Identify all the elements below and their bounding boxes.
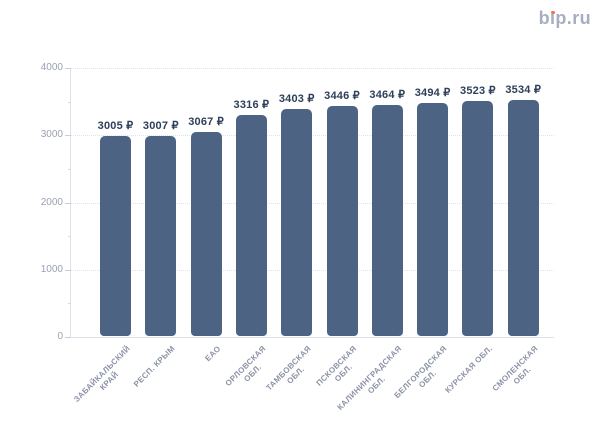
- bar[interactable]: [190, 131, 222, 336]
- x-axis-label: СМОЛЕНСКАЯ ОБЛ.: [491, 344, 548, 401]
- y-axis-tick-label: 2000: [40, 196, 63, 208]
- logo-dot-icon: [551, 10, 555, 14]
- y-axis-minor-tick: [68, 101, 71, 103]
- bar[interactable]: [417, 103, 449, 336]
- y-axis-minor-tick: [68, 168, 71, 170]
- bar[interactable]: [281, 109, 313, 336]
- x-axis-label-line: РЕСП. КРЫМ: [132, 344, 178, 389]
- x-axis-label-line: ЕАО: [203, 344, 223, 364]
- y-axis-tick: [65, 269, 71, 271]
- bar[interactable]: [326, 106, 358, 336]
- logo-text-rest: ıp.ru: [550, 8, 591, 28]
- y-axis-tick-label: 0: [57, 331, 63, 342]
- y-axis-tick: [65, 202, 71, 204]
- site-logo[interactable]: b ıp.ru: [539, 9, 591, 27]
- y-axis-minor-tick: [68, 236, 71, 238]
- y-axis-tick-label: 1000: [40, 263, 63, 275]
- x-axis-label: ТАМБОВСКАЯ ОБЛ.: [265, 344, 321, 400]
- y-axis-minor-tick: [68, 303, 71, 305]
- bar-value-label: 3534 ₽: [505, 84, 542, 97]
- bar-value-label: 3005 ₽: [97, 119, 134, 132]
- x-axis-label: ЗАБАЙКАЛЬСКИЙ КРАЙ: [72, 344, 140, 412]
- y-axis-tick: [65, 68, 71, 69]
- gridline: [71, 135, 554, 137]
- gridline: [71, 202, 554, 204]
- bar-chart-plot-area: 0 1000 2000 3000 4000 3005 ₽ ЗАБАЙКАЛЬСКИЙ КРАЙ…: [41, 63, 554, 412]
- logo-text-b: b: [538, 8, 550, 28]
- y-axis-tick-label: 3000: [40, 129, 63, 141]
- y-axis-tick-label: 4000: [40, 62, 63, 73]
- bar[interactable]: [235, 115, 267, 336]
- x-axis-label: РЕСП. КРЫМ: [132, 344, 178, 390]
- bar[interactable]: [100, 135, 131, 336]
- bar-value-label: 3403 ₽: [278, 93, 315, 106]
- bar-value-label: 3316 ₽: [233, 98, 270, 111]
- bar-value-label: 3523 ₽: [460, 85, 496, 98]
- bar-value-label: 3446 ₽: [324, 90, 360, 103]
- x-axis-label-line: КУРСКАЯ ОБЛ.: [443, 344, 495, 395]
- logo-i: ıp.ru: [550, 9, 591, 27]
- bar-value-label: 3464 ₽: [369, 89, 406, 102]
- bar[interactable]: [507, 100, 539, 336]
- bar[interactable]: [462, 101, 494, 336]
- x-axis-label: КУРСКАЯ ОБЛ.: [443, 344, 494, 395]
- bar[interactable]: [145, 135, 177, 336]
- bar[interactable]: [371, 105, 403, 336]
- y-axis-tick: [65, 135, 71, 137]
- bar-value-label: 3067 ₽: [188, 115, 224, 128]
- bar-value-label: 3007 ₽: [142, 119, 179, 132]
- y-axis-tick: [65, 337, 71, 338]
- gridline: [71, 68, 554, 69]
- gridline: [71, 269, 554, 271]
- x-axis-label: ЕАО: [203, 344, 223, 364]
- bar-value-label: 3494 ₽: [414, 87, 451, 100]
